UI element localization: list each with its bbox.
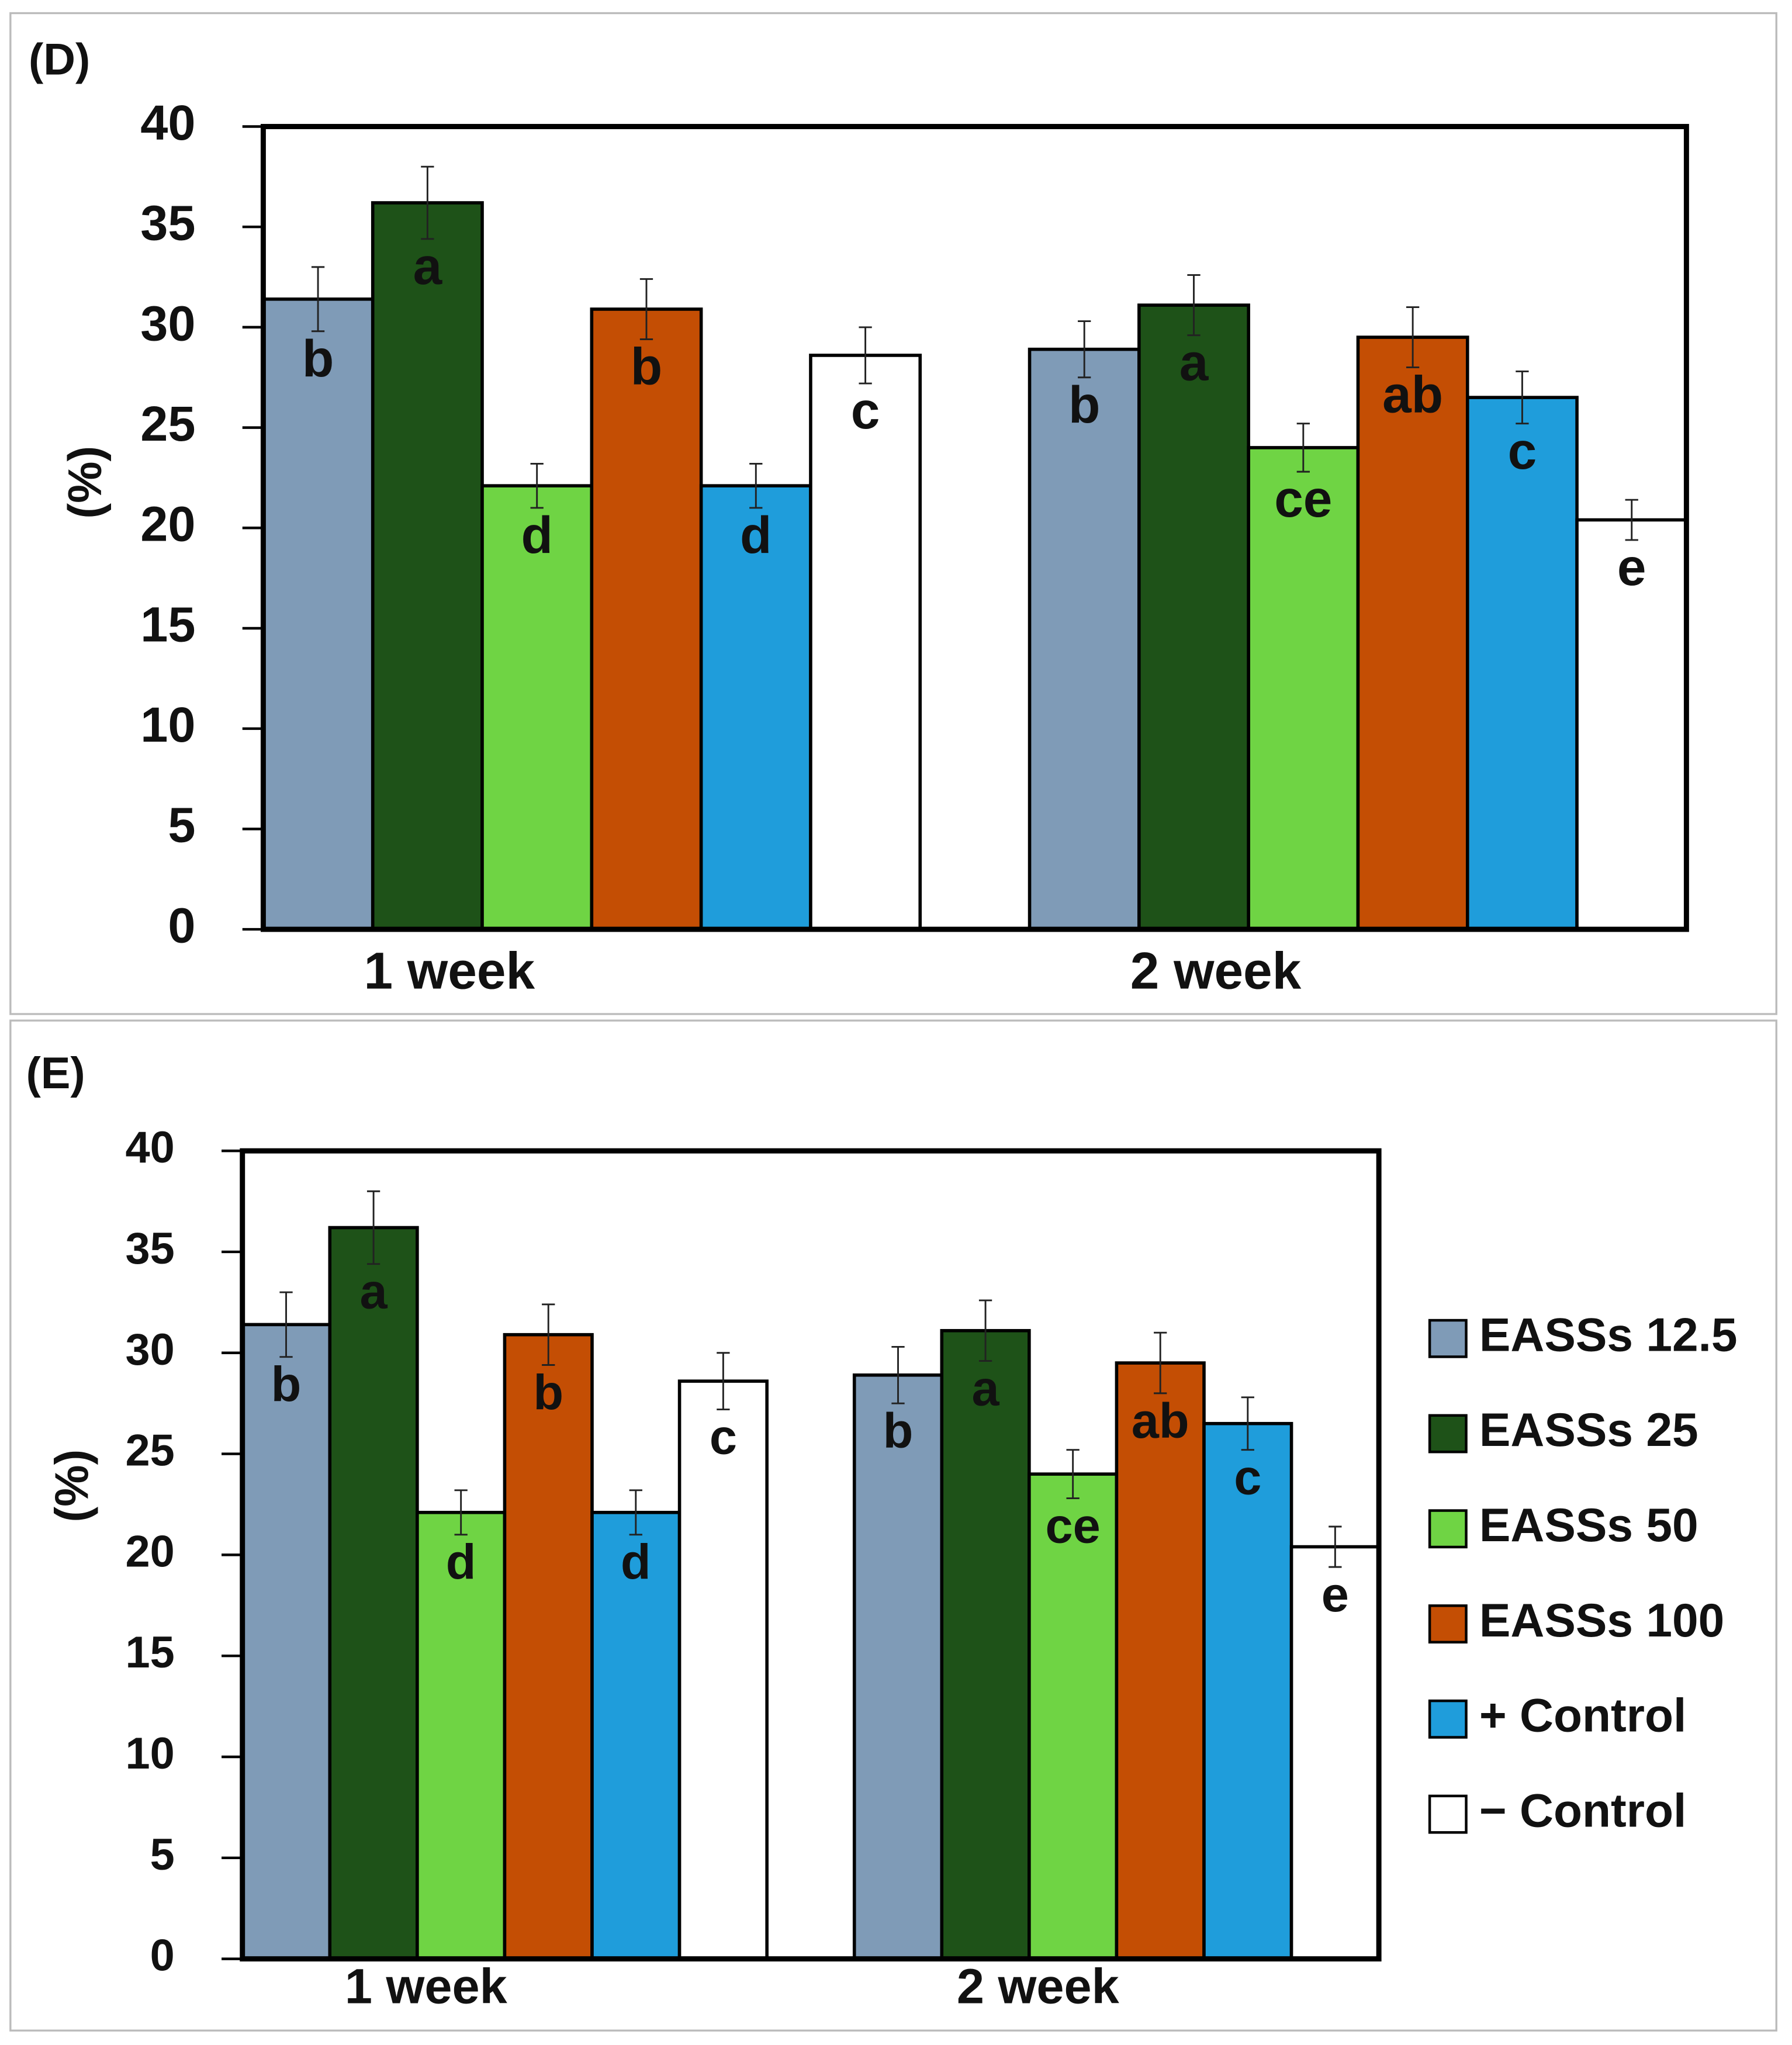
y-tick-label: 0 [168, 897, 195, 953]
panel-label: (D) [29, 34, 90, 84]
panel-border [9, 12, 1777, 1015]
plot-frame [260, 124, 1689, 932]
legend-swatch [1428, 1414, 1468, 1454]
significance-letter: ab [1382, 365, 1443, 424]
bar [1115, 1361, 1206, 1961]
significance-letter: b [533, 1364, 563, 1420]
significance-letter: e [1617, 538, 1646, 596]
y-axis-label: (%) [46, 1449, 99, 1522]
panel-border [9, 1019, 1777, 2032]
bar [677, 1379, 769, 1961]
significance-letter: ce [1046, 1497, 1101, 1553]
legend-swatch [1428, 1319, 1468, 1358]
bar [416, 1511, 507, 1961]
bar [1247, 446, 1360, 931]
bar [1575, 518, 1689, 931]
y-tick-label: 40 [125, 1123, 174, 1172]
y-tick-label: 10 [140, 697, 195, 752]
y-tick-label: 5 [150, 1830, 175, 1880]
bar [261, 297, 375, 931]
panel-label: (E) [26, 1049, 85, 1098]
significance-letter: a [360, 1264, 388, 1319]
significance-letter: b [271, 1357, 302, 1412]
significance-letter: c [1234, 1449, 1261, 1505]
y-tick-label: 35 [140, 195, 195, 251]
bar [503, 1333, 594, 1961]
y-tick-label: 30 [125, 1325, 174, 1375]
bar [1465, 396, 1579, 931]
y-tick-label: 25 [140, 396, 195, 451]
significance-letter: a [972, 1360, 1000, 1416]
bar [590, 307, 703, 931]
significance-letter: e [1321, 1566, 1349, 1622]
legend-label: + Control [1479, 1690, 1686, 1742]
significance-letter: a [1179, 333, 1209, 392]
significance-letter: b [631, 337, 662, 396]
bar [1137, 303, 1250, 931]
legend-swatch [1428, 1699, 1468, 1739]
plot-frame [240, 1148, 1382, 1962]
y-tick-label: 15 [140, 596, 195, 652]
x-tick-label: 2 week [1130, 942, 1302, 1000]
y-tick-label: 40 [140, 95, 195, 150]
y-tick-label: 20 [125, 1527, 174, 1576]
legend-label: EASSs 25 [1479, 1404, 1698, 1456]
significance-letter: b [1068, 375, 1100, 434]
x-tick-label: 2 week [957, 1959, 1120, 2014]
bar [240, 1323, 332, 1961]
y-tick-label: 5 [168, 797, 195, 853]
significance-letter: c [710, 1409, 737, 1464]
significance-letter: d [740, 506, 772, 564]
bar [371, 201, 484, 931]
bar [1289, 1545, 1381, 1961]
y-tick-label: 0 [150, 1931, 175, 1981]
significance-letter: ab [1132, 1393, 1189, 1448]
bar [852, 1373, 944, 1961]
y-tick-label: 30 [140, 295, 195, 351]
bar [809, 354, 922, 931]
legend-swatch [1428, 1604, 1468, 1644]
y-tick-label: 15 [125, 1628, 174, 1677]
legend-label: − Control [1479, 1784, 1686, 1837]
y-tick-label: 35 [125, 1224, 174, 1274]
significance-letter: b [883, 1403, 914, 1458]
bar [1356, 335, 1469, 931]
legend-label: EASSs 12.5 [1479, 1309, 1738, 1361]
significance-letter: ce [1274, 469, 1332, 528]
x-tick-label: 1 week [364, 942, 535, 1000]
y-tick-label: 25 [125, 1426, 174, 1476]
legend-label: EASSs 100 [1479, 1594, 1724, 1647]
legend-swatch [1428, 1794, 1468, 1834]
legend-label: EASSs 50 [1479, 1499, 1698, 1552]
y-axis-label: (%) [59, 446, 112, 519]
bar [328, 1226, 419, 1961]
legend-swatch [1428, 1509, 1468, 1549]
y-tick-label: 10 [125, 1729, 174, 1778]
y-tick-label: 20 [140, 496, 195, 552]
significance-letter: b [302, 329, 334, 387]
significance-letter: a [413, 237, 443, 295]
significance-letter: c [851, 381, 880, 440]
significance-letter: d [446, 1534, 476, 1590]
significance-letter: d [621, 1534, 651, 1590]
significance-letter: c [1508, 421, 1537, 480]
significance-letter: d [521, 506, 552, 564]
bar [1028, 347, 1141, 931]
bar [699, 484, 812, 931]
x-tick-label: 1 week [345, 1959, 508, 2014]
bar [940, 1328, 1031, 1961]
